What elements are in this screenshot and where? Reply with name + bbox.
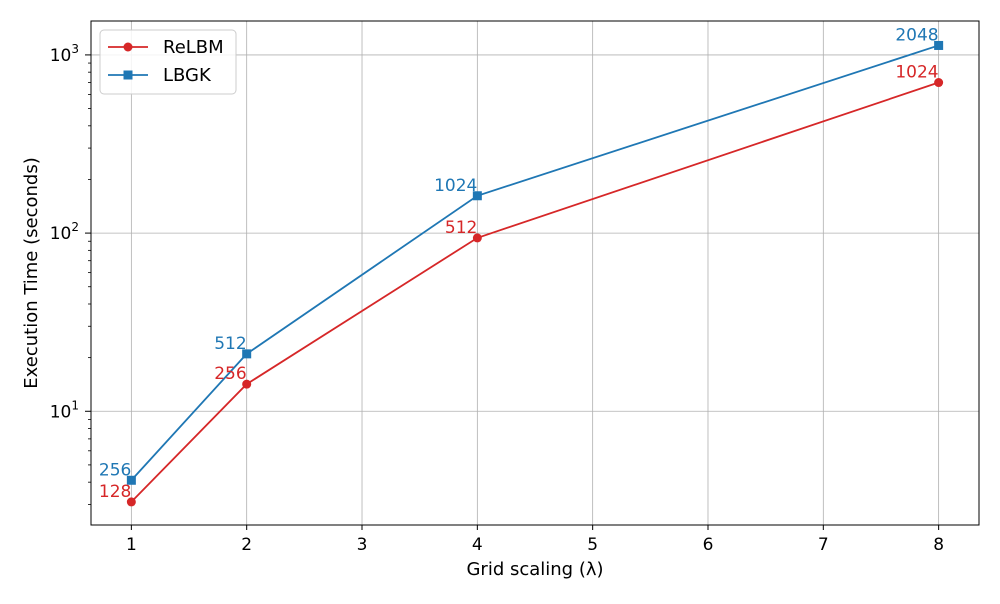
data-label-lbgk: 1024	[434, 176, 477, 196]
y-tick-label: 101	[50, 398, 79, 422]
data-label-relbm: 256	[214, 364, 246, 384]
x-tick-label: 6	[703, 535, 714, 555]
data-label-lbgk: 2048	[895, 25, 938, 45]
data-point-lbgk	[242, 349, 252, 359]
x-tick-label: 2	[241, 535, 252, 555]
data-point-lbgk	[126, 475, 136, 485]
data-point-relbm	[472, 233, 482, 243]
data-label-lbgk: 512	[214, 334, 246, 354]
plot-area-frame	[90, 20, 980, 526]
legend-marker-relbm	[123, 42, 133, 52]
data-point-relbm	[934, 78, 944, 88]
series-line-relbm	[130, 81, 939, 503]
legend-label-relbm: ReLBM	[163, 37, 224, 58]
series-group	[126, 40, 944, 507]
data-point-relbm	[242, 379, 252, 389]
data-point-lbgk	[934, 40, 944, 50]
data-point-relbm	[126, 497, 136, 507]
x-tick-label: 5	[587, 535, 598, 555]
y-tick-label: 103	[50, 42, 79, 66]
legend-box	[99, 29, 237, 95]
y-axis-label: Execution Time (seconds)	[21, 157, 42, 388]
data-label-relbm: 128	[99, 482, 131, 502]
data-point-lbgk	[472, 191, 482, 201]
data-label-lbgk: 256	[99, 460, 131, 480]
grid	[91, 21, 979, 525]
data-label-relbm: 1024	[895, 63, 938, 83]
x-axis-ticks: 1 2 3 4 5 6 7 8	[126, 525, 944, 555]
x-tick-label: 4	[472, 535, 483, 555]
x-tick-label: 1	[126, 535, 137, 555]
y-axis-ticks: 101 102 103	[50, 42, 91, 505]
series-line-lbgk	[130, 44, 939, 481]
x-axis-label: Grid scaling (λ)	[466, 559, 603, 580]
data-label-relbm: 512	[445, 218, 477, 238]
legend: ReLBM LBGK	[99, 29, 237, 95]
x-tick-label: 8	[933, 535, 944, 555]
legend-label-lbgk: LBGK	[163, 65, 212, 86]
x-tick-label: 7	[818, 535, 829, 555]
y-tick-label: 102	[50, 220, 79, 244]
legend-marker-lbgk	[123, 70, 133, 80]
x-tick-label: 3	[357, 535, 368, 555]
